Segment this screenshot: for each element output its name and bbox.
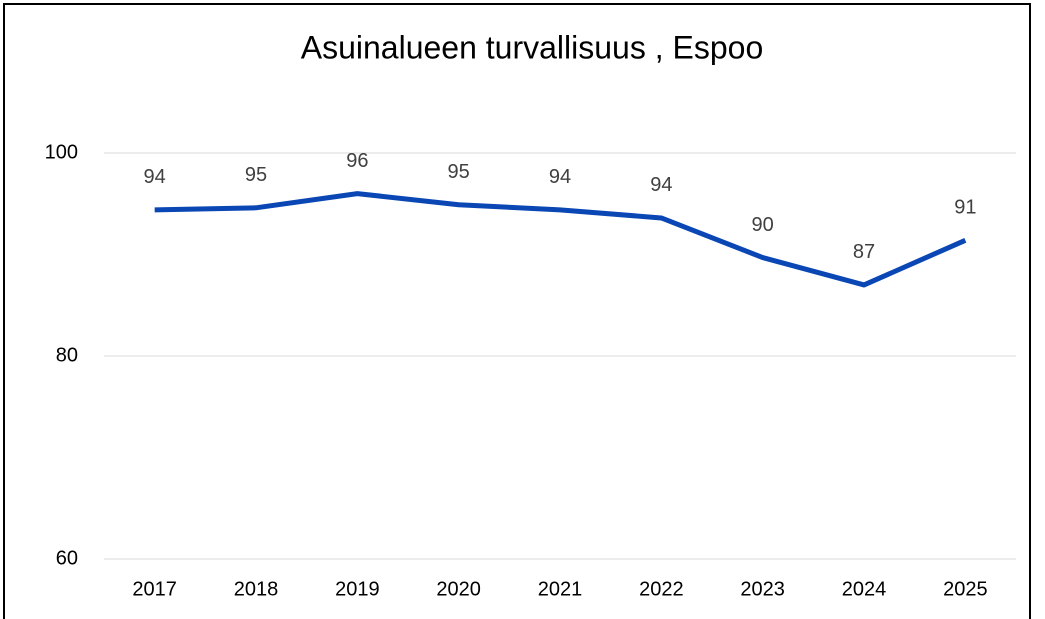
- y-tick-label: 100: [45, 141, 78, 163]
- x-tick-label: 2018: [234, 578, 279, 600]
- data-label: 94: [144, 166, 166, 188]
- line: [154, 191, 967, 288]
- data-label: 91: [954, 197, 976, 219]
- x-tick-label: 2020: [436, 578, 481, 600]
- x-tick-label: 2021: [538, 578, 583, 600]
- x-tick-label: 2025: [943, 578, 988, 600]
- data-label: 95: [448, 161, 470, 183]
- x-tick-label: 2022: [639, 578, 684, 600]
- x-tick-label: 2017: [132, 578, 177, 600]
- x-tick-label: 2024: [842, 578, 887, 600]
- data-label: 95: [245, 164, 267, 186]
- x-tick-label: 2023: [740, 578, 785, 600]
- y-tick-label: 60: [56, 547, 78, 569]
- chart-frame: [3, 3, 1031, 619]
- x-tick-label: 2019: [335, 578, 380, 600]
- data-label: 90: [752, 214, 774, 236]
- data-label: 94: [650, 174, 672, 196]
- y-tick-label: 80: [56, 344, 78, 366]
- data-label: 94: [549, 166, 571, 188]
- chart-title: Asuinalueen turvallisuus , Espoo: [301, 29, 764, 65]
- data-label: 87: [853, 241, 875, 263]
- data-label: 96: [346, 150, 368, 172]
